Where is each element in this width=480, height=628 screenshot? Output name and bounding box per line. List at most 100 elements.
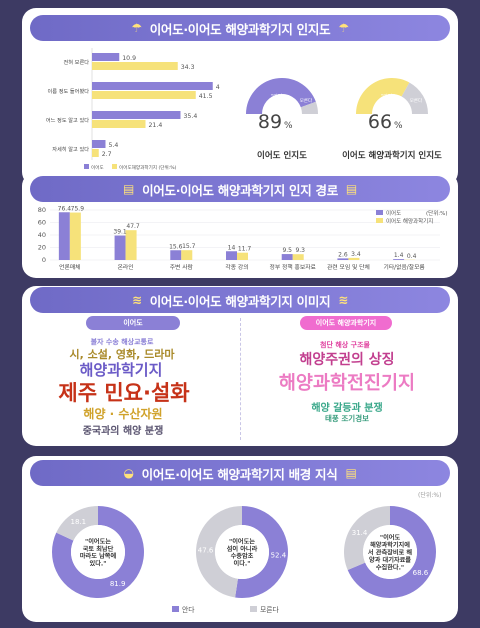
gauge-inner-label: "안다" xyxy=(381,93,395,100)
gauge-value: 66 xyxy=(368,111,392,133)
right-word-2: 해양주권의 상징 xyxy=(299,352,395,368)
pie-slice-dont xyxy=(344,506,390,571)
vbar-value-ieodo: 2.6 xyxy=(338,251,348,258)
vbar-bar-ieodo xyxy=(393,259,405,260)
route-title: 이어도·이어도 해양과학기지 인지 경로 xyxy=(142,182,338,198)
vbar-bar-station xyxy=(237,252,248,260)
pie-slice-know xyxy=(52,506,144,598)
pie-statement-line: 서 관측장비로 해 xyxy=(368,549,412,557)
hbar-value-ieodo: 5.4 xyxy=(109,142,119,149)
vbar-category-label: 기타/없음/잘모름 xyxy=(384,263,426,271)
hbar-bar-ieodo xyxy=(92,82,213,90)
vbar-category-label: 각종 강의 xyxy=(225,263,248,271)
vbar-ytick: 60 xyxy=(38,219,46,227)
hbar-bar-station xyxy=(92,149,99,157)
pie-slice-know xyxy=(235,506,289,598)
route-title-band: ▤ 이어도·이어도 해양과학기지 인지 경로 ▤ xyxy=(30,176,450,202)
vbar-value-ieodo: 1.4 xyxy=(394,252,404,259)
vbar-value-station: 9.3 xyxy=(295,247,305,254)
pie-hole xyxy=(363,525,417,579)
vbar-category-label: 관련 모임 및 단체 xyxy=(327,263,370,271)
hbar-category-label: 어느 정도 알고 있다 xyxy=(46,116,89,124)
legend-label-station: 이어도해양과학기지 (단위:%) xyxy=(119,164,177,171)
pie-value-know: 52.4 xyxy=(271,552,287,560)
pie-slice-dont xyxy=(56,506,98,541)
legend-label-ieodo: 이어도 xyxy=(386,209,401,217)
book-icon: ▤ xyxy=(345,182,357,196)
pie-value-dont: 47.6 xyxy=(198,546,214,554)
vbar-ytick: 80 xyxy=(38,206,46,214)
vbar-bar-station xyxy=(348,257,360,260)
right-word-3: 해양과학전진기지 xyxy=(278,373,416,394)
legend-label-dont: 모른다 xyxy=(260,605,280,614)
pie-statement-line: "이어도 xyxy=(380,534,401,542)
pie-hole xyxy=(215,525,269,579)
legend-swatch-know xyxy=(172,606,179,612)
gauge-arc-dont xyxy=(401,82,428,114)
hbar-value-station: 2.7 xyxy=(102,151,112,158)
legend-swatch-station xyxy=(112,164,117,169)
hbar-value-station: 34.3 xyxy=(181,64,195,71)
vbar-value-station: 15.7 xyxy=(182,243,196,250)
gauge-arc-know xyxy=(356,78,410,114)
book-icon: ▤ xyxy=(123,182,135,196)
route-bar-chart: 80 60 40 20 0 76.4 75.9 언론매체 39.147.7 온라인 15.6 15.7… xyxy=(38,205,448,271)
legend-label-ieodo: 이어도 xyxy=(91,164,104,171)
hbar-bar-ieodo xyxy=(92,111,181,119)
vbar-value-station: 47.7 xyxy=(126,223,140,230)
pie-statement-line: 마라도 남쪽에 xyxy=(80,552,117,560)
gauge-side-label: 모른다 xyxy=(300,97,313,104)
legend-swatch-dont xyxy=(250,606,257,612)
pie-statement-line: 수집한다." xyxy=(376,563,404,571)
parasol-icon: ☂ xyxy=(338,21,349,35)
pie-statement-line: "이어도는 xyxy=(85,537,111,545)
left-tag: 이어도 xyxy=(86,316,180,330)
gauge-label: 이어도 해양과학기지 인지도 xyxy=(342,150,442,161)
book-icon: ▤ xyxy=(345,466,357,480)
vbar-value-station: 11.7 xyxy=(238,246,252,253)
vbar-bar-station xyxy=(125,230,137,260)
left-word-5: 해양 · 수산자원 xyxy=(83,407,163,421)
vbar-unit: (단위:%) xyxy=(426,209,448,217)
pie-statement-line: 섬이 아니라 xyxy=(227,545,258,553)
parasol-icon: ☂ xyxy=(131,21,142,35)
wave-icon: ≋ xyxy=(338,293,349,307)
left-tag-text: 이어도 xyxy=(123,319,143,327)
awareness-gauges: "안다" 모른다 89 % 이어도 인지도 "안다" 모른다 66 % 이어도 해양과학기지 인지… xyxy=(246,78,442,161)
vbar-value-ieodo: 15.6 xyxy=(169,243,183,250)
hbar-category-label: 이름 정도 들어봤다 xyxy=(48,87,90,95)
hbar-category-label: 전혀 모른다 xyxy=(63,58,89,66)
pie-statement-line: 있다." xyxy=(90,560,107,568)
vbar-bar-ieodo xyxy=(170,250,182,260)
hbar-bar-station xyxy=(92,120,146,128)
vbar-bar-station xyxy=(181,250,193,260)
hbar-value-ieodo: 10.9 xyxy=(122,55,136,62)
vbar-bar-station xyxy=(69,212,81,260)
pie-statement-line: 국토 최남단 xyxy=(83,545,114,553)
vbar-bar-ieodo xyxy=(114,235,126,260)
gauge-arc-know xyxy=(246,78,316,114)
pie-slice-know xyxy=(347,506,437,598)
pie-value-know: 81.9 xyxy=(110,580,126,588)
pie-value-dont: 31.4 xyxy=(352,529,368,537)
legend-swatch-ieodo xyxy=(84,164,89,169)
vbar-bar-ieodo xyxy=(58,212,70,260)
gauge-value: 89 xyxy=(258,111,282,133)
pie-value-know: 68.6 xyxy=(413,569,429,577)
awareness-title: 이어도·이어도 해양과학기지 인지도 xyxy=(149,21,331,37)
hbar-value-ieodo: 35.4 xyxy=(184,113,198,120)
vbar-value-station: 75.9 xyxy=(71,206,85,213)
cake-icon: ◒ xyxy=(123,466,134,480)
gauge-label: 이어도 인지도 xyxy=(257,150,307,161)
left-word-6: 중국과의 해양 분쟁 xyxy=(82,426,164,437)
pie-statement-line: 해양과학기지에 xyxy=(370,541,410,549)
gauge-arc-dont xyxy=(300,101,318,114)
vbar-ytick: 40 xyxy=(38,231,46,239)
pie-statement-line: 양과 대기자료를 xyxy=(369,556,411,564)
pie-value-dont: 18.1 xyxy=(71,518,87,526)
legend-label-station: 이어도 해양과학기지 xyxy=(386,217,433,225)
wave-icon: ≋ xyxy=(131,293,142,307)
vbar-bar-station xyxy=(292,254,304,260)
background-title: 이어도·이어도 해양과학기지 배경 지식 xyxy=(141,466,338,482)
